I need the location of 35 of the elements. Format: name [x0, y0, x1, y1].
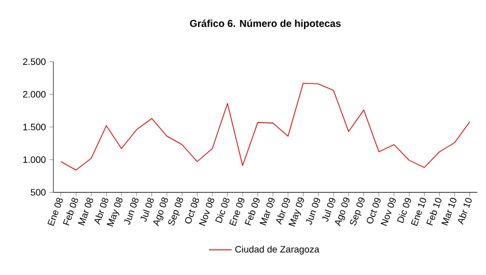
x-tick-label: Ago 09: [334, 198, 350, 226]
y-tick-label: 500: [30, 189, 46, 196]
x-tick-label: Feb 09: [244, 198, 260, 226]
x-tick-label: Mar 08: [78, 198, 94, 226]
x-tick-label: Abr 10: [458, 198, 472, 225]
y-tick-label: 2.500: [23, 58, 46, 65]
x-tick-label: Oct 08: [185, 198, 200, 224]
y-tick-label: 1.500: [23, 124, 46, 130]
x-tick-label: Oct 09: [366, 198, 381, 224]
x-tick-label: Sep 09: [350, 198, 365, 226]
x-tick-label: Ene 08: [48, 198, 63, 226]
chart-title: Gráfico 6. Número de hipotecas: [190, 20, 341, 29]
x-tick-label: Abr 08: [94, 198, 108, 225]
x-tick-label: Mar 10: [441, 198, 456, 226]
x-tick-label: Nov 08: [198, 198, 214, 226]
x-tick-label: Dic 08: [215, 198, 230, 224]
x-tick-label: Jul 08: [140, 198, 154, 222]
x-tick-label: Feb 10: [426, 198, 442, 226]
x-tick-label: Jun 09: [306, 198, 320, 225]
x-tick-label: Ene 10: [410, 198, 426, 226]
x-tick-label: Feb 08: [62, 198, 78, 226]
legend-label: Ciudad de Zaragoza: [235, 246, 320, 254]
x-tick-label: Jul 09: [322, 198, 336, 222]
x-tick-label: May 09: [288, 198, 304, 227]
y-tick-label: 1.000: [23, 156, 46, 163]
x-tick-label: Ago 08: [153, 197, 168, 226]
x-tick-label: Dic 09: [396, 198, 412, 224]
x-tick-label: Sep 08: [168, 197, 184, 226]
x-tick-label: Nov 09: [380, 198, 396, 226]
x-tick-label: Mar 09: [260, 198, 275, 226]
x-tick-label: Ene 09: [229, 198, 244, 226]
y-tick-label: 2.000: [23, 91, 46, 98]
x-tick-label: Abr 09: [276, 198, 290, 225]
x-tick-label: Jun 08: [124, 198, 138, 225]
line-series: [60, 82, 470, 171]
